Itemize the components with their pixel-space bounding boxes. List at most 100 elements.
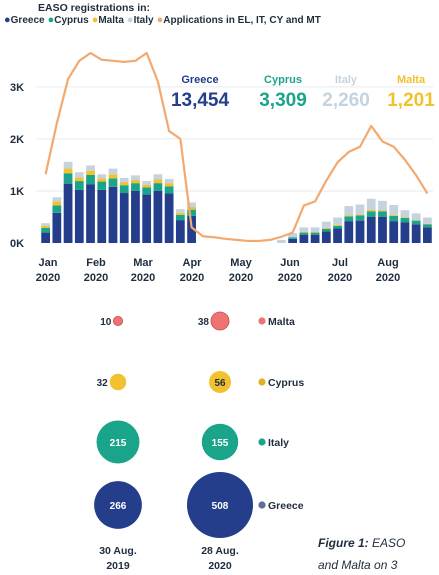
bar-segment-greece — [366, 216, 376, 243]
bar-segment-cyprus — [288, 237, 298, 239]
bar-segment-greece — [333, 228, 342, 243]
bar-segment-cyprus — [389, 215, 399, 222]
bar-segment-cyprus — [41, 227, 50, 233]
y-tick-label: 1K — [10, 186, 24, 198]
bar-segment-italy — [74, 172, 84, 178]
bar-segment-italy — [119, 177, 129, 183]
bar-segment-greece — [389, 221, 399, 243]
bar-segment-cyprus — [333, 225, 342, 229]
bar-segment-cyprus — [321, 228, 331, 232]
bar-segment-greece — [187, 215, 196, 243]
bar-segment-italy — [389, 205, 399, 215]
bar-segment-cyprus — [108, 178, 118, 187]
x-tick-year: 2020 — [84, 272, 108, 284]
bar-segment-greece — [142, 194, 152, 243]
figure-caption-text: EASO — [368, 536, 406, 550]
group-year-label: 2020 — [208, 560, 232, 572]
legend-swatch-icon: ● — [47, 14, 55, 26]
bar-segment-greece — [63, 183, 73, 243]
figure-caption-label: Figure 1: — [318, 536, 369, 550]
bar-segment-cyprus — [175, 214, 185, 221]
group-year-label: 2019 — [106, 560, 130, 572]
bar-segment-malta — [389, 214, 399, 216]
bubble-italy — [96, 420, 140, 464]
bar-segment-greece — [299, 234, 309, 243]
legend-swatch-icon: ● — [156, 14, 164, 26]
bar-segment-cyprus — [423, 224, 432, 228]
row-legend-dot — [258, 501, 266, 509]
bubble-value: 38 — [198, 317, 210, 328]
bar-segment-greece — [52, 212, 62, 243]
bar-segment-cyprus — [310, 232, 320, 235]
bar-segment-cyprus — [366, 211, 376, 217]
bar-segment-cyprus — [119, 185, 129, 194]
bar-segment-cyprus — [131, 183, 140, 191]
legend-title: EASO registrations in: — [38, 2, 151, 14]
bar-segment-italy — [164, 178, 174, 184]
total-value: 1,201 — [387, 90, 435, 111]
legend-swatch-icon: ● — [91, 14, 99, 26]
bar-segment-greece — [423, 227, 432, 243]
bubble-greece — [94, 481, 142, 529]
bar-segment-malta — [299, 232, 309, 233]
bar-segment-italy — [400, 210, 410, 218]
bar-segment-malta — [119, 182, 129, 186]
legend-item: ●Cyprus — [47, 14, 89, 26]
bar-segment-greece — [321, 231, 331, 243]
bar-segment-greece — [344, 221, 354, 243]
x-tick-year: 2020 — [278, 272, 302, 284]
group-date-label: 30 Aug. — [99, 545, 137, 557]
bar-segment-italy — [86, 165, 95, 171]
bar-segment-malta — [108, 174, 118, 179]
total-name: Malta — [396, 74, 426, 86]
total-value: 3,309 — [259, 90, 307, 111]
legend-label: Italy — [133, 15, 154, 26]
total-value: 2,260 — [322, 90, 370, 111]
bubble-malta — [210, 311, 230, 331]
bar-segment-malta — [41, 225, 50, 228]
x-tick-month: May — [230, 257, 252, 269]
bar-segment-italy — [411, 213, 421, 221]
bar-segment-cyprus — [63, 173, 73, 184]
x-tick-month: Aug — [377, 257, 398, 269]
bubble-greece — [187, 472, 253, 538]
bar-segment-malta — [86, 170, 95, 175]
bar-segment-malta — [97, 178, 107, 182]
bar-segment-malta — [63, 168, 73, 174]
chart-legend: ●Greece ●Cyprus ●Malta ●Italy ●Applications … — [4, 14, 324, 26]
bar-segment-cyprus — [86, 174, 95, 185]
x-tick-month: Jul — [332, 257, 348, 269]
bar-segment-malta — [131, 180, 140, 184]
bar-segment-greece — [119, 193, 129, 243]
bar-segment-greece — [411, 224, 421, 243]
legend-item: ●Greece — [4, 14, 45, 26]
bar-segment-malta — [153, 179, 163, 184]
bubble-value: 10 — [100, 317, 112, 328]
bubble-cyprus — [209, 371, 231, 393]
bubble-value: 215 — [110, 438, 127, 449]
total-cyprus: Cyprus 3,309 — [243, 74, 323, 112]
bar-segment-greece — [164, 193, 174, 243]
figure-caption-line1: Figure 1: EASO — [318, 536, 405, 550]
bar-segment-malta — [423, 223, 432, 225]
bar-segment-greece — [97, 189, 107, 243]
x-tick-month: Feb — [86, 257, 106, 269]
bar-segment-italy — [321, 221, 331, 228]
x-tick-year: 2020 — [328, 272, 352, 284]
bubble-value: 266 — [110, 501, 127, 512]
row-legend-label: Italy — [268, 437, 289, 449]
applications-line — [44, 51, 429, 243]
bar-segment-italy — [344, 206, 354, 216]
total-name: Cyprus — [264, 74, 302, 86]
bar-segment-cyprus — [97, 181, 107, 190]
bar-segment-italy — [333, 217, 342, 225]
bubble-value: 155 — [212, 438, 229, 449]
bar-segment-italy — [142, 181, 152, 185]
bar-segment-malta — [400, 217, 410, 219]
legend-label: Cyprus — [54, 15, 89, 26]
bar-segment-cyprus — [164, 186, 174, 194]
bar-segment-greece — [108, 186, 118, 243]
bar-segment-malta — [74, 177, 84, 182]
legend-item: ●Malta — [91, 14, 124, 26]
bar-segment-cyprus — [344, 216, 354, 222]
